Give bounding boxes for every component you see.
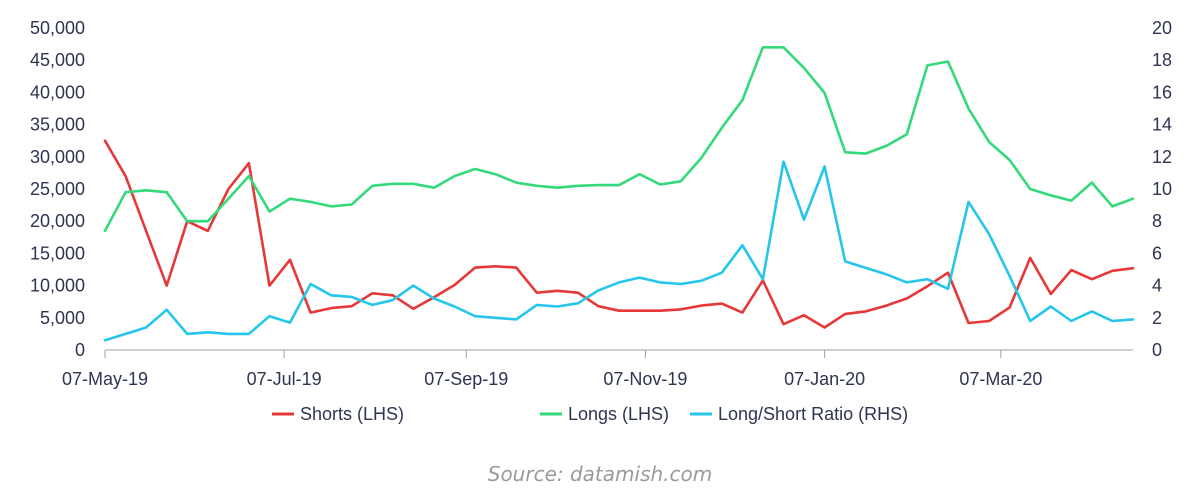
legend-label: Shorts (LHS) <box>300 404 404 424</box>
y-right-tick-label: 14 <box>1152 115 1172 135</box>
axes-layer: 0 5,000 10,000 15,000 20,000 25,000 30,000 35,0… <box>30 18 1172 389</box>
legend-label: Longs (LHS) <box>568 404 669 424</box>
y-left-tick-label: 40,000 <box>30 82 85 102</box>
y-right-tick-label: 12 <box>1152 147 1172 167</box>
x-tick-label: 07-Mar-20 <box>959 369 1042 389</box>
source-note: Source: datamish.com <box>487 462 713 486</box>
y-right-tick-label: 2 <box>1152 308 1162 328</box>
y-right-tick-label: 18 <box>1152 50 1172 70</box>
y-right-tick-label: 8 <box>1152 211 1162 231</box>
y-left-tick-label: 20,000 <box>30 211 85 231</box>
y-right-tick-label: 4 <box>1152 276 1162 296</box>
y-right-tick-label: 0 <box>1152 340 1162 360</box>
y-left-tick-label: 50,000 <box>30 18 85 38</box>
y-right-tick-label: 10 <box>1152 179 1172 199</box>
series-line-ratio <box>103 160 1135 342</box>
series-layer <box>103 45 1135 342</box>
y-left-tick-label: 10,000 <box>30 276 85 296</box>
y-left-tick-label: 30,000 <box>30 147 85 167</box>
x-tick-label: 07-Nov-19 <box>603 369 687 389</box>
series-line-shorts <box>103 139 1135 329</box>
x-tick-label: 07-Jan-20 <box>784 369 865 389</box>
x-tick-label: 07-Sep-19 <box>424 369 508 389</box>
y-left-tick-label: 25,000 <box>30 179 85 199</box>
series-line-longs <box>103 45 1135 233</box>
x-tick-label: 07-Jul-19 <box>247 369 322 389</box>
y-left-tick-label: 5,000 <box>40 308 85 328</box>
y-left-tick-label: 45,000 <box>30 50 85 70</box>
y-right-tick-label: 20 <box>1152 18 1172 38</box>
y-left-tick-label: 15,000 <box>30 243 85 263</box>
legend-label: Long/Short Ratio (RHS) <box>718 404 908 424</box>
legend: Shorts (LHS) Longs (LHS) Long/Short Ratio … <box>272 404 908 424</box>
y-right-tick-label: 16 <box>1152 82 1172 102</box>
x-tick-label: 07-May-19 <box>62 369 148 389</box>
y-left-tick-label: 35,000 <box>30 115 85 135</box>
y-right-tick-label: 6 <box>1152 243 1162 263</box>
y-left-tick-label: 0 <box>75 340 85 360</box>
